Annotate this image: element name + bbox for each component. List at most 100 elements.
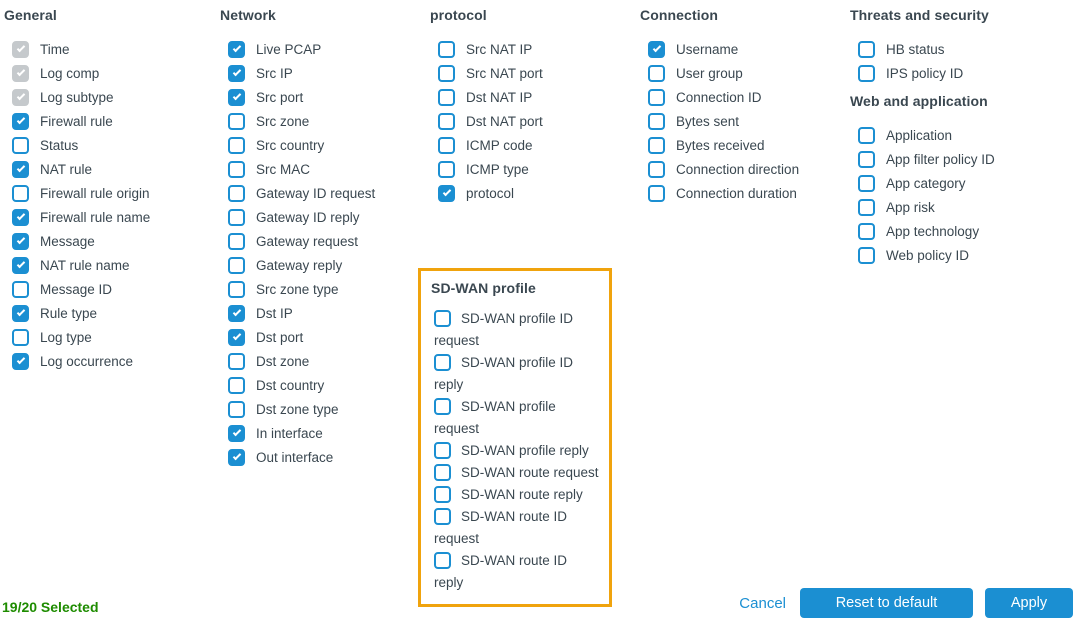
checkbox-unchecked-icon[interactable] bbox=[228, 136, 245, 154]
checkbox-item-web-policy-id[interactable]: Web policy ID bbox=[850, 243, 1082, 267]
checkbox-unchecked-icon[interactable] bbox=[434, 508, 451, 525]
checkbox-item-sd-wan-profile-id-reply[interactable]: SD-WAN profile ID reply bbox=[431, 352, 599, 396]
checkbox-unchecked-icon[interactable] bbox=[858, 40, 875, 58]
checkbox-item-dst-ip[interactable]: Dst IP bbox=[220, 301, 426, 325]
checkbox-checked-icon[interactable] bbox=[12, 352, 29, 370]
checkbox-item-protocol[interactable]: protocol bbox=[430, 181, 630, 205]
checkbox-unchecked-icon[interactable] bbox=[12, 184, 29, 202]
checkbox-item-sd-wan-route-reply[interactable]: SD-WAN route reply bbox=[431, 484, 599, 506]
checkbox-unchecked-icon[interactable] bbox=[228, 208, 245, 226]
checkbox-item-bytes-sent[interactable]: Bytes sent bbox=[640, 109, 846, 133]
checkbox-unchecked-icon[interactable] bbox=[438, 160, 455, 178]
checkbox-item-firewall-rule-name[interactable]: Firewall rule name bbox=[4, 205, 210, 229]
checkbox-item-user-group[interactable]: User group bbox=[640, 61, 846, 85]
checkbox-item-src-mac[interactable]: Src MAC bbox=[220, 157, 426, 181]
checkbox-unchecked-icon[interactable] bbox=[434, 442, 451, 459]
checkbox-item-gateway-request[interactable]: Gateway request bbox=[220, 229, 426, 253]
checkbox-item-status[interactable]: Status bbox=[4, 133, 210, 157]
checkbox-unchecked-icon[interactable] bbox=[228, 376, 245, 394]
checkbox-unchecked-icon[interactable] bbox=[228, 112, 245, 130]
checkbox-unchecked-icon[interactable] bbox=[434, 354, 451, 371]
checkbox-item-dst-nat-ip[interactable]: Dst NAT IP bbox=[430, 85, 630, 109]
checkbox-unchecked-icon[interactable] bbox=[858, 246, 875, 264]
checkbox-checked-icon[interactable] bbox=[228, 328, 245, 346]
checkbox-unchecked-icon[interactable] bbox=[228, 400, 245, 418]
checkbox-item-nat-rule-name[interactable]: NAT rule name bbox=[4, 253, 210, 277]
checkbox-item-icmp-code[interactable]: ICMP code bbox=[430, 133, 630, 157]
checkbox-unchecked-icon[interactable] bbox=[12, 136, 29, 154]
checkbox-item-live-pcap[interactable]: Live PCAP bbox=[220, 37, 426, 61]
checkbox-checked-icon[interactable] bbox=[12, 256, 29, 274]
checkbox-item-connection-id[interactable]: Connection ID bbox=[640, 85, 846, 109]
checkbox-item-src-nat-port[interactable]: Src NAT port bbox=[430, 61, 630, 85]
checkbox-item-log-type[interactable]: Log type bbox=[4, 325, 210, 349]
checkbox-checked-icon[interactable] bbox=[12, 304, 29, 322]
checkbox-item-dst-nat-port[interactable]: Dst NAT port bbox=[430, 109, 630, 133]
checkbox-unchecked-icon[interactable] bbox=[648, 136, 665, 154]
checkbox-unchecked-icon[interactable] bbox=[858, 174, 875, 192]
checkbox-item-src-country[interactable]: Src country bbox=[220, 133, 426, 157]
checkbox-item-sd-wan-route-id-request[interactable]: SD-WAN route ID request bbox=[431, 506, 599, 550]
checkbox-item-app-category[interactable]: App category bbox=[850, 171, 1082, 195]
checkbox-checked-icon[interactable] bbox=[228, 424, 245, 442]
checkbox-item-dst-country[interactable]: Dst country bbox=[220, 373, 426, 397]
checkbox-checked-icon[interactable] bbox=[228, 64, 245, 82]
checkbox-unchecked-icon[interactable] bbox=[12, 328, 29, 346]
checkbox-item-sd-wan-profile-reply[interactable]: SD-WAN profile reply bbox=[431, 440, 599, 462]
checkbox-checked-icon[interactable] bbox=[12, 208, 29, 226]
checkbox-item-src-ip[interactable]: Src IP bbox=[220, 61, 426, 85]
cancel-button[interactable]: Cancel bbox=[739, 594, 786, 612]
checkbox-checked-icon[interactable] bbox=[228, 88, 245, 106]
checkbox-unchecked-icon[interactable] bbox=[434, 552, 451, 569]
checkbox-unchecked-icon[interactable] bbox=[648, 160, 665, 178]
checkbox-unchecked-icon[interactable] bbox=[228, 256, 245, 274]
checkbox-unchecked-icon[interactable] bbox=[438, 88, 455, 106]
checkbox-item-bytes-received[interactable]: Bytes received bbox=[640, 133, 846, 157]
checkbox-item-rule-type[interactable]: Rule type bbox=[4, 301, 210, 325]
checkbox-unchecked-icon[interactable] bbox=[648, 112, 665, 130]
checkbox-item-gateway-reply[interactable]: Gateway reply bbox=[220, 253, 426, 277]
checkbox-item-firewall-rule-origin[interactable]: Firewall rule origin bbox=[4, 181, 210, 205]
checkbox-item-log-occurrence[interactable]: Log occurrence bbox=[4, 349, 210, 373]
checkbox-item-out-interface[interactable]: Out interface bbox=[220, 445, 426, 469]
checkbox-item-username[interactable]: Username bbox=[640, 37, 846, 61]
apply-button[interactable]: Apply bbox=[985, 588, 1073, 618]
checkbox-item-dst-zone-type[interactable]: Dst zone type bbox=[220, 397, 426, 421]
checkbox-unchecked-icon[interactable] bbox=[438, 136, 455, 154]
checkbox-item-connection-duration[interactable]: Connection duration bbox=[640, 181, 846, 205]
checkbox-item-dst-zone[interactable]: Dst zone bbox=[220, 349, 426, 373]
checkbox-unchecked-icon[interactable] bbox=[438, 40, 455, 58]
checkbox-item-hb-status[interactable]: HB status bbox=[850, 37, 1082, 61]
checkbox-checked-icon[interactable] bbox=[12, 160, 29, 178]
checkbox-checked-icon[interactable] bbox=[228, 304, 245, 322]
checkbox-item-message[interactable]: Message bbox=[4, 229, 210, 253]
checkbox-item-connection-direction[interactable]: Connection direction bbox=[640, 157, 846, 181]
checkbox-item-application[interactable]: Application bbox=[850, 123, 1082, 147]
checkbox-item-src-nat-ip[interactable]: Src NAT IP bbox=[430, 37, 630, 61]
checkbox-item-src-port[interactable]: Src port bbox=[220, 85, 426, 109]
checkbox-unchecked-icon[interactable] bbox=[228, 280, 245, 298]
checkbox-item-firewall-rule[interactable]: Firewall rule bbox=[4, 109, 210, 133]
checkbox-unchecked-icon[interactable] bbox=[434, 310, 451, 327]
checkbox-item-sd-wan-route-id-reply[interactable]: SD-WAN route ID reply bbox=[431, 550, 599, 594]
checkbox-checked-icon[interactable] bbox=[228, 40, 245, 58]
checkbox-checked-icon[interactable] bbox=[648, 40, 665, 58]
checkbox-unchecked-icon[interactable] bbox=[228, 184, 245, 202]
checkbox-item-app-filter-policy-id[interactable]: App filter policy ID bbox=[850, 147, 1082, 171]
checkbox-item-sd-wan-profile-id-request[interactable]: SD-WAN profile ID request bbox=[431, 308, 599, 352]
checkbox-item-app-technology[interactable]: App technology bbox=[850, 219, 1082, 243]
checkbox-unchecked-icon[interactable] bbox=[434, 486, 451, 503]
checkbox-unchecked-icon[interactable] bbox=[228, 160, 245, 178]
checkbox-unchecked-icon[interactable] bbox=[858, 64, 875, 82]
checkbox-unchecked-icon[interactable] bbox=[648, 64, 665, 82]
checkbox-unchecked-icon[interactable] bbox=[648, 184, 665, 202]
checkbox-item-gateway-id-request[interactable]: Gateway ID request bbox=[220, 181, 426, 205]
checkbox-unchecked-icon[interactable] bbox=[228, 232, 245, 250]
checkbox-unchecked-icon[interactable] bbox=[434, 398, 451, 415]
checkbox-unchecked-icon[interactable] bbox=[228, 352, 245, 370]
checkbox-item-message-id[interactable]: Message ID bbox=[4, 277, 210, 301]
checkbox-unchecked-icon[interactable] bbox=[438, 112, 455, 130]
checkbox-checked-icon[interactable] bbox=[228, 448, 245, 466]
checkbox-item-src-zone[interactable]: Src zone bbox=[220, 109, 426, 133]
checkbox-checked-icon[interactable] bbox=[12, 232, 29, 250]
